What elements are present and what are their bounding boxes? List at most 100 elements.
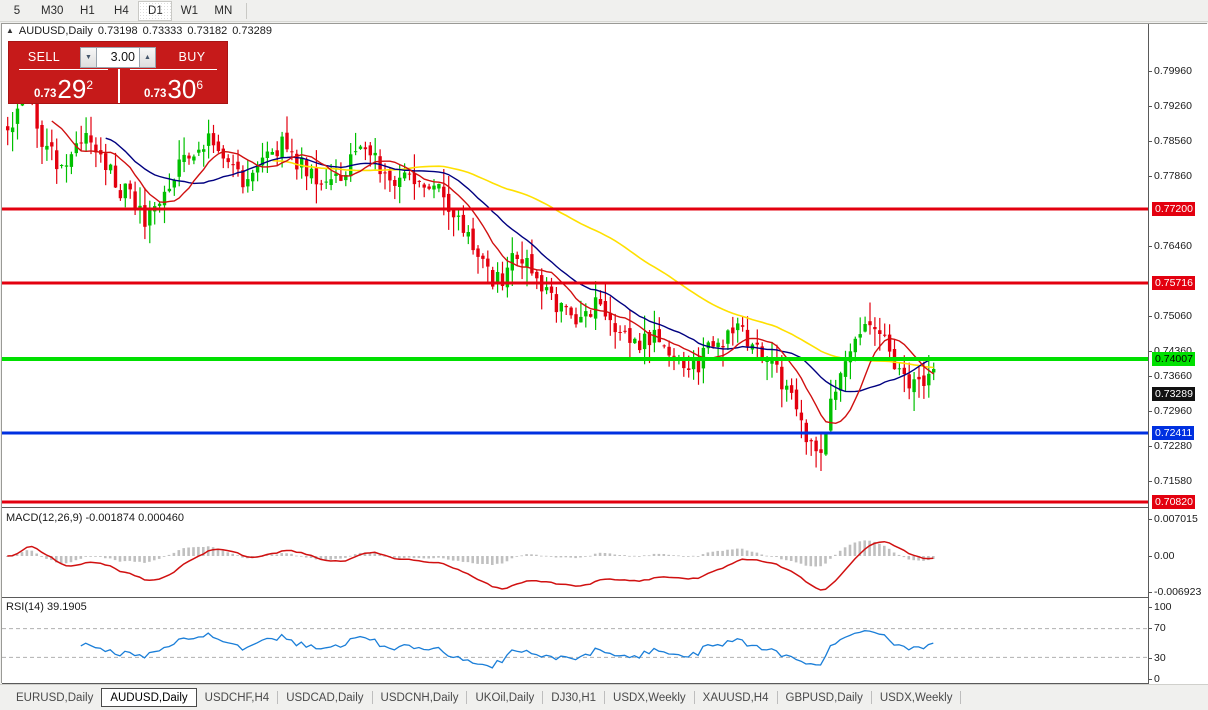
price-scale-label: 0.72280 <box>1154 440 1192 452</box>
tab-separator <box>960 691 962 704</box>
price-scale-label: 0.79960 <box>1154 65 1192 77</box>
price-chart-pane[interactable] <box>2 38 1148 508</box>
price-scale-label: 0.77860 <box>1154 170 1192 182</box>
one-click-trading-panel[interactable]: SELL ▼ 3.00 ▲ BUY 0.73 29 2 0.73 <box>8 41 228 104</box>
price-scale-tick <box>1149 628 1152 629</box>
price-level-tag[interactable]: 0.75716 <box>1152 276 1195 290</box>
macd-pane[interactable]: MACD(12,26,9) -0.001874 0.000460 <box>2 510 1148 598</box>
timeframe-h4[interactable]: H4 <box>114 4 129 17</box>
price-scale-tick <box>1149 592 1152 593</box>
chart-tab-usdcnh-daily[interactable]: USDCNH,Daily <box>380 691 459 704</box>
chart-tab-xauusd-h4[interactable]: XAUUSD,H4 <box>702 691 769 704</box>
rsi-chart-svg <box>2 628 1148 669</box>
buy-price-prefix: 0.73 <box>144 88 167 100</box>
chart-tab-bar: EURUSD,Daily AUDUSD,Daily USDCHF,H4 USDCAD,… <box>0 684 1208 710</box>
price-scale-tick <box>1149 376 1152 377</box>
price-scale-label: 0.00 <box>1154 550 1175 562</box>
price-scale-tick <box>1149 71 1152 72</box>
timeframe-mn[interactable]: MN <box>214 4 233 17</box>
timeframe-m5[interactable]: 5 <box>13 4 21 17</box>
price-scale-label: 100 <box>1154 601 1172 613</box>
volume-up-arrow-icon[interactable]: ▲ <box>139 46 156 68</box>
sell-price-quote[interactable]: 0.73 29 2 <box>9 69 118 103</box>
price-scale-label: 0.72960 <box>1154 405 1192 417</box>
price-scale-axis[interactable]: 0.79960 0.79260 0.78560 0.77860 0.77200 0.764… <box>1148 24 1208 685</box>
price-scale-label: -0.006923 <box>1154 586 1202 598</box>
volume-stepper[interactable]: ▼ 3.00 ▲ <box>80 46 156 68</box>
tab-separator <box>542 691 544 704</box>
buy-price-quote[interactable]: 0.73 30 6 <box>118 69 227 103</box>
macd-signal-line <box>7 540 934 591</box>
rsi-pane[interactable]: RSI(14) 39.1905 <box>2 599 1148 683</box>
timeframe-m30[interactable]: M30 <box>41 4 64 17</box>
price-scale-tick <box>1149 141 1152 142</box>
chart-tab-dj30-h1[interactable]: DJ30,H1 <box>551 691 597 704</box>
volume-input[interactable]: 3.00 <box>97 46 139 68</box>
price-scale-tick <box>1149 316 1152 317</box>
ohlc-low: 0.73182 <box>187 25 228 37</box>
price-scale-label: 0.78560 <box>1154 135 1192 147</box>
oct-controls-row: SELL ▼ 3.00 ▲ BUY <box>9 42 227 69</box>
price-scale-label: 0 <box>1154 673 1160 685</box>
buy-quote-rule <box>130 69 217 70</box>
price-chart-svg <box>2 62 1148 504</box>
chart-tab-usdchf-h4[interactable]: USDCHF,H4 <box>204 691 270 704</box>
price-scale-label: 0.75060 <box>1154 310 1192 322</box>
price-scale-label: 0.73660 <box>1154 370 1192 382</box>
chart-header: ▲ AUDUSD,Daily 0.73198 0.73333 0.73182 0… <box>2 24 1148 38</box>
ohlc-open: 0.73198 <box>97 25 138 37</box>
sell-price-main: 29 <box>57 74 87 104</box>
price-scale-tick <box>1149 446 1152 447</box>
macd-chart-svg <box>6 540 935 591</box>
price-level-tag[interactable]: 0.74007 <box>1152 352 1195 366</box>
chart-tab-usdcad-daily[interactable]: USDCAD,Daily <box>286 691 364 704</box>
buy-price-fraction: 6 <box>196 78 203 92</box>
chart-symbol-label: AUDUSD,Daily <box>18 25 93 37</box>
rsi-label: RSI(14) 39.1905 <box>6 601 87 613</box>
sell-price-prefix: 0.73 <box>34 88 57 100</box>
chart-window: ▲ AUDUSD,Daily 0.73198 0.73333 0.73182 0… <box>1 23 1208 706</box>
price-level-tag[interactable]: 0.72411 <box>1152 426 1195 440</box>
price-scale-tick <box>1149 481 1152 482</box>
volume-down-arrow-icon[interactable]: ▼ <box>80 46 97 68</box>
price-scale-tick <box>1149 176 1152 177</box>
price-level-tag[interactable]: 0.70820 <box>1152 495 1195 509</box>
chart-tab-ukoil-daily[interactable]: UKOil,Daily <box>475 691 535 704</box>
price-scale-tick <box>1149 106 1152 107</box>
toolbar-divider <box>246 2 248 19</box>
price-level-tag[interactable]: 0.77200 <box>1152 202 1195 216</box>
sell-price-fraction: 2 <box>86 78 93 92</box>
price-scale-label: 0.007015 <box>1154 513 1198 525</box>
price-scale-tick <box>1149 679 1152 680</box>
macd-label: MACD(12,26,9) -0.001874 0.000460 <box>6 512 184 524</box>
timeframe-toolbar: 5 M30 H1 H4 D1 W1 MN <box>0 0 1208 22</box>
timeframe-h1[interactable]: H1 <box>80 4 95 17</box>
chart-tab-usdx-weekly[interactable]: USDX,Weekly <box>879 691 953 704</box>
moving-average-slow-line <box>272 159 934 369</box>
tab-separator <box>277 691 279 704</box>
tab-separator <box>604 691 606 704</box>
chart-tab-eurusd-daily[interactable]: EURUSD,Daily <box>16 691 94 704</box>
support-resistance-lines[interactable] <box>2 207 1148 504</box>
sell-button[interactable]: SELL <box>27 50 61 64</box>
buy-button[interactable]: BUY <box>178 50 206 64</box>
collapse-triangle-icon[interactable]: ▲ <box>6 26 14 35</box>
timeframe-w1[interactable]: W1 <box>180 4 198 17</box>
sell-quote-rule <box>19 69 108 70</box>
chart-tab-audusd-daily[interactable]: AUDUSD,Daily <box>101 688 197 707</box>
oct-quotes-row: 0.73 29 2 0.73 30 6 <box>9 69 227 103</box>
tab-separator <box>466 691 468 704</box>
price-scale-label: 30 <box>1154 652 1166 664</box>
tab-separator <box>776 691 778 704</box>
chart-tab-gbpusd-daily[interactable]: GBPUSD,Daily <box>785 691 863 704</box>
ohlc-high: 0.73333 <box>142 25 183 37</box>
tab-separator <box>371 691 373 704</box>
moving-average-mid-line <box>105 137 934 393</box>
price-scale-label: 0.71580 <box>1154 475 1192 487</box>
price-scale-label: 70 <box>1154 622 1166 634</box>
chart-tab-usdx-weekly[interactable]: USDX,Weekly <box>613 691 686 704</box>
price-level-tag[interactable]: 0.73289 <box>1152 387 1195 401</box>
price-scale-tick <box>1149 658 1152 659</box>
price-scale-tick <box>1149 519 1152 520</box>
timeframe-d1[interactable]: D1 <box>138 0 173 21</box>
